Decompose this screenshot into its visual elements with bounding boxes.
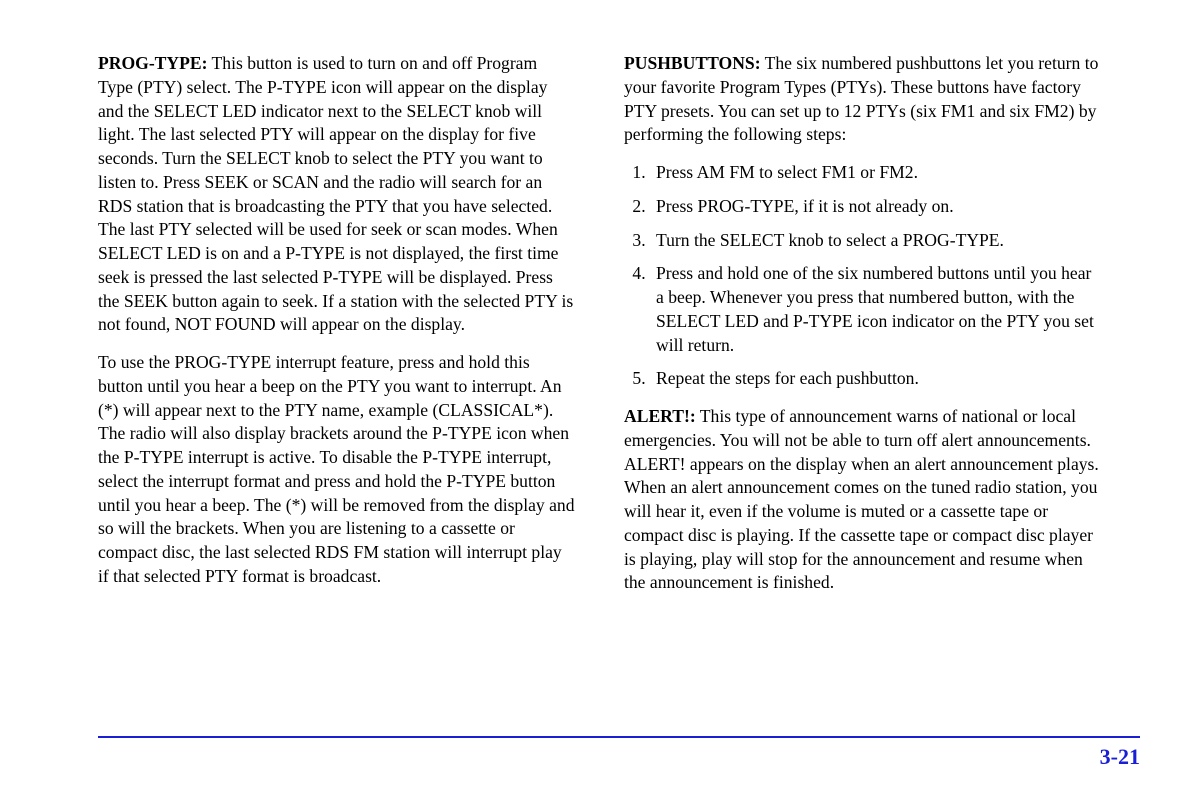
alert-body: This type of announcement warns of natio… xyxy=(624,406,1099,592)
prog-type-paragraph: PROG-TYPE: This button is used to turn o… xyxy=(98,52,576,337)
pushbuttons-lead: PUSHBUTTONS: xyxy=(624,53,761,73)
alert-paragraph: ALERT!: This type of announcement warns … xyxy=(624,405,1102,595)
two-column-layout: PROG-TYPE: This button is used to turn o… xyxy=(98,52,1102,609)
prog-type-body: This button is used to turn on and off P… xyxy=(98,53,573,334)
left-column: PROG-TYPE: This button is used to turn o… xyxy=(98,52,576,609)
page-footer: 3-21 xyxy=(98,736,1140,770)
pushbuttons-paragraph: PUSHBUTTONS: The six numbered pushbutton… xyxy=(624,52,1102,147)
step-item: Turn the SELECT knob to select a PROG-TY… xyxy=(650,229,1102,253)
manual-page: PROG-TYPE: This button is used to turn o… xyxy=(0,0,1200,800)
steps-list: Press AM FM to select FM1 or FM2. Press … xyxy=(624,161,1102,391)
step-item: Press AM FM to select FM1 or FM2. xyxy=(650,161,1102,185)
prog-type-lead: PROG-TYPE: xyxy=(98,53,207,73)
right-column: PUSHBUTTONS: The six numbered pushbutton… xyxy=(624,52,1102,609)
page-number: 3-21 xyxy=(98,744,1140,770)
step-item: Repeat the steps for each pushbutton. xyxy=(650,367,1102,391)
step-item: Press PROG-TYPE, if it is not already on… xyxy=(650,195,1102,219)
prog-type-interrupt-paragraph: To use the PROG-TYPE interrupt feature, … xyxy=(98,351,576,589)
footer-rule xyxy=(98,736,1140,738)
alert-lead: ALERT!: xyxy=(624,406,696,426)
step-item: Press and hold one of the six numbered b… xyxy=(650,262,1102,357)
